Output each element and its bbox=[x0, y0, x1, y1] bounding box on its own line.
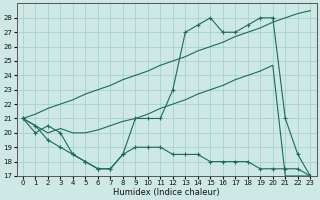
X-axis label: Humidex (Indice chaleur): Humidex (Indice chaleur) bbox=[113, 188, 220, 197]
